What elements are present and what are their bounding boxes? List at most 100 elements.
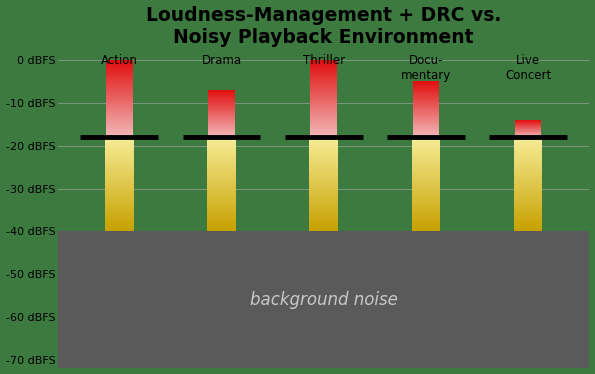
Bar bbox=[311, 62, 337, 63]
Bar bbox=[105, 214, 134, 215]
Bar bbox=[514, 145, 543, 147]
Bar bbox=[105, 192, 134, 194]
Bar bbox=[105, 156, 134, 157]
Bar bbox=[412, 140, 440, 142]
Bar bbox=[105, 170, 134, 171]
Bar bbox=[311, 91, 337, 92]
Bar bbox=[105, 229, 134, 230]
Bar bbox=[514, 178, 543, 180]
Bar bbox=[514, 162, 543, 163]
Bar bbox=[207, 180, 236, 182]
Bar bbox=[105, 140, 134, 142]
Bar bbox=[309, 184, 338, 186]
Bar bbox=[412, 180, 440, 182]
Bar bbox=[207, 166, 236, 168]
Bar bbox=[514, 230, 543, 232]
Bar bbox=[207, 208, 236, 209]
Bar bbox=[412, 117, 439, 118]
Bar bbox=[412, 103, 439, 104]
Bar bbox=[207, 206, 236, 208]
Bar bbox=[311, 110, 337, 111]
Bar bbox=[207, 186, 236, 188]
Bar bbox=[412, 209, 440, 210]
Bar bbox=[515, 134, 541, 135]
Bar bbox=[309, 210, 338, 211]
Bar bbox=[412, 166, 440, 168]
Bar bbox=[208, 112, 235, 113]
Bar bbox=[105, 151, 134, 153]
Bar bbox=[311, 64, 337, 65]
Bar bbox=[412, 227, 440, 229]
Bar bbox=[412, 122, 439, 123]
Bar bbox=[311, 136, 337, 137]
Bar bbox=[412, 186, 440, 188]
Bar bbox=[412, 116, 439, 117]
Bar bbox=[514, 157, 543, 158]
Bar bbox=[514, 173, 543, 175]
Bar bbox=[514, 223, 543, 224]
Bar bbox=[514, 172, 543, 174]
Bar bbox=[412, 105, 439, 106]
Bar bbox=[412, 214, 440, 215]
Bar bbox=[207, 168, 236, 169]
Bar bbox=[105, 163, 134, 164]
Bar bbox=[106, 111, 133, 112]
Bar bbox=[412, 191, 440, 193]
Bar bbox=[309, 180, 338, 182]
Bar bbox=[208, 109, 235, 110]
Bar bbox=[208, 103, 235, 104]
Bar bbox=[309, 194, 338, 196]
Bar bbox=[412, 159, 440, 161]
Bar bbox=[208, 119, 235, 120]
Bar bbox=[412, 223, 440, 224]
Bar bbox=[106, 123, 133, 125]
Bar bbox=[208, 117, 235, 118]
Bar bbox=[412, 132, 439, 133]
Bar bbox=[311, 88, 337, 89]
Bar bbox=[515, 124, 541, 125]
Bar bbox=[412, 216, 440, 217]
Bar bbox=[105, 143, 134, 144]
Bar bbox=[412, 198, 440, 200]
Bar bbox=[412, 156, 440, 157]
Bar bbox=[311, 98, 337, 99]
Bar bbox=[514, 226, 543, 228]
Bar bbox=[514, 177, 543, 178]
Bar bbox=[412, 177, 440, 178]
Bar bbox=[311, 90, 337, 91]
Bar bbox=[515, 136, 541, 137]
Bar bbox=[515, 130, 541, 131]
Bar bbox=[207, 146, 236, 148]
Bar bbox=[412, 135, 439, 137]
Bar bbox=[515, 128, 541, 129]
Bar bbox=[106, 62, 133, 63]
Bar bbox=[106, 71, 133, 73]
Bar bbox=[207, 153, 236, 155]
Bar bbox=[207, 198, 236, 200]
Bar bbox=[412, 82, 439, 83]
Bar bbox=[207, 165, 236, 167]
Bar bbox=[207, 156, 236, 157]
Bar bbox=[412, 128, 439, 129]
Bar bbox=[515, 123, 541, 124]
Bar bbox=[514, 144, 543, 145]
Bar bbox=[207, 159, 236, 161]
Bar bbox=[514, 192, 543, 194]
Bar bbox=[515, 129, 541, 130]
Bar bbox=[208, 112, 235, 113]
Bar bbox=[208, 135, 235, 136]
Bar bbox=[311, 80, 337, 81]
Bar bbox=[412, 137, 440, 138]
Bar bbox=[105, 198, 134, 200]
Bar bbox=[207, 229, 236, 230]
Bar bbox=[515, 133, 541, 134]
Bar bbox=[106, 70, 133, 71]
Bar bbox=[311, 120, 337, 121]
Bar bbox=[106, 131, 133, 132]
Bar bbox=[106, 103, 133, 104]
Bar bbox=[208, 96, 235, 97]
Bar bbox=[106, 102, 133, 104]
Bar bbox=[208, 93, 235, 94]
Bar bbox=[208, 118, 235, 119]
Bar bbox=[514, 218, 543, 220]
